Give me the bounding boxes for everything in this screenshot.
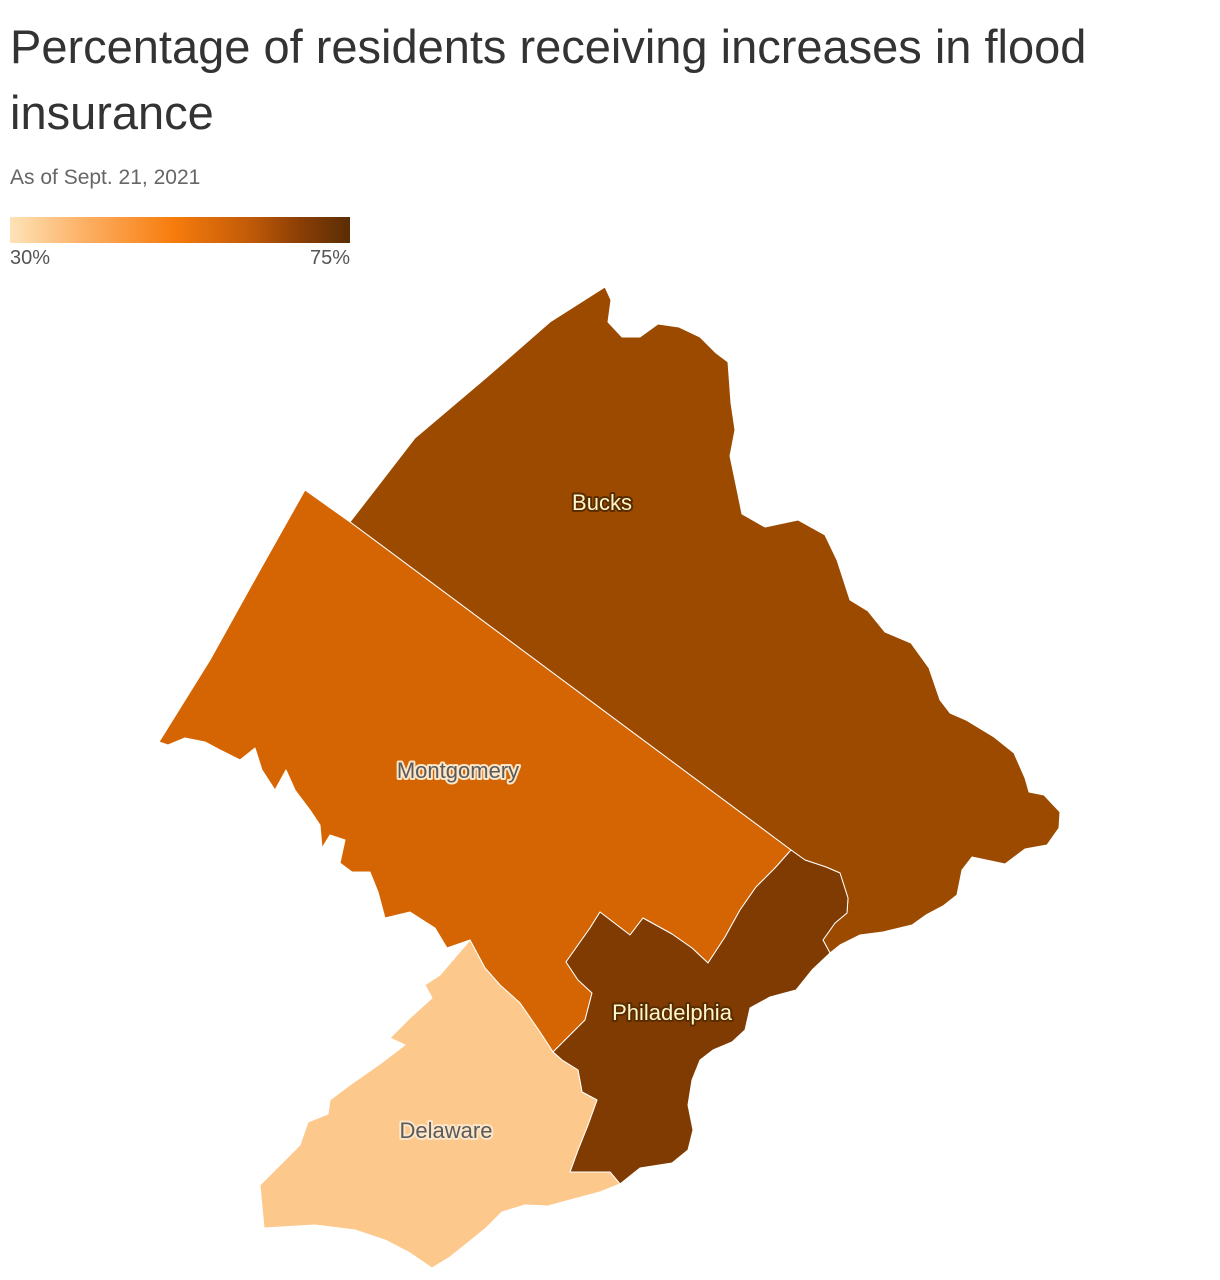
legend-gradient-bar [10, 217, 350, 243]
chart-subtitle: As of Sept. 21, 2021 [10, 166, 201, 189]
legend-max-label: 75% [309, 247, 350, 269]
label-delaware: Delaware [400, 1118, 493, 1143]
chart-title: Percentage of residents receiving increa… [10, 20, 1087, 139]
region-delaware[interactable] [259, 939, 621, 1269]
label-montgomery: Montgomery [397, 758, 519, 783]
legend-min-label: 30% [10, 247, 51, 269]
region-bucks[interactable] [349, 286, 1061, 954]
label-philadelphia: Philadelphia [612, 1000, 733, 1025]
label-bucks: Bucks [572, 490, 632, 515]
color-legend: 30% 75% [10, 217, 350, 269]
